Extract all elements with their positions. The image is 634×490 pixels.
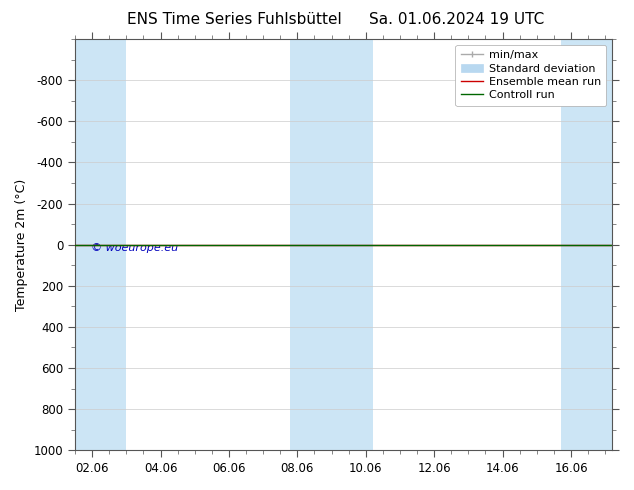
Bar [290,39,373,450]
Legend: min/max, Standard deviation, Ensemble mean run, Controll run: min/max, Standard deviation, Ensemble me… [455,45,607,106]
Text: Sa. 01.06.2024 19 UTC: Sa. 01.06.2024 19 UTC [369,12,544,27]
Bar [75,39,126,450]
Y-axis label: Temperature 2m (°C): Temperature 2m (°C) [15,178,28,311]
Text: © woeurope.eu: © woeurope.eu [91,243,178,252]
Bar [560,39,612,450]
Text: ENS Time Series Fuhlsbüttel: ENS Time Series Fuhlsbüttel [127,12,342,27]
